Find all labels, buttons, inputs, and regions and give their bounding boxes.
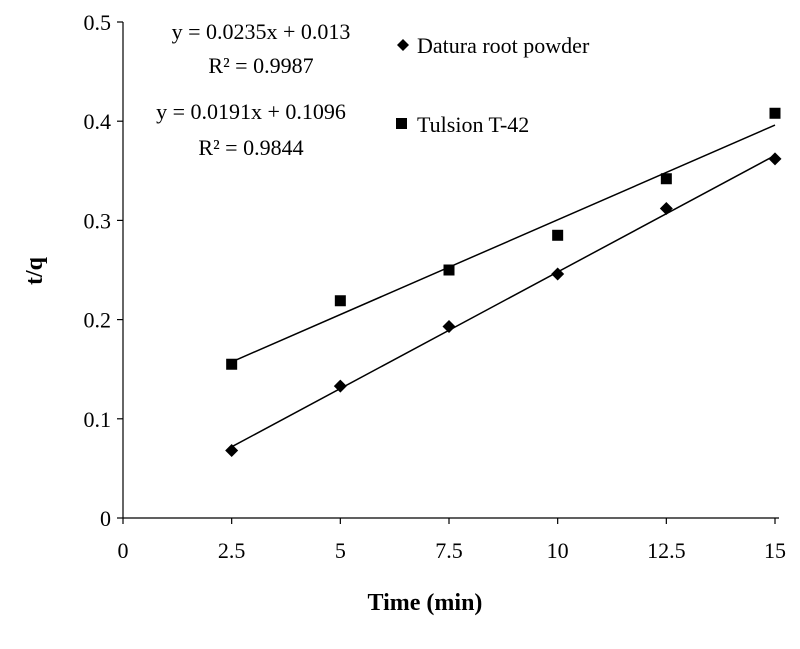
legend-marker-tulsion (396, 118, 407, 129)
x-tick-label: 5 (335, 538, 346, 563)
trendline-tulsion (231, 124, 776, 363)
point-datura (225, 444, 239, 458)
y-tick-label: 0.5 (84, 10, 112, 35)
point-datura (442, 320, 456, 334)
r2-tulsion: R² = 0.9844 (198, 135, 303, 160)
legend-label-tulsion: Tulsion T-42 (417, 112, 529, 137)
legend: Datura root powder Tulsion T-42 (396, 33, 590, 137)
r2-datura: R² = 0.9987 (208, 53, 313, 78)
point-tulsion (226, 358, 238, 370)
equation-tulsion: y = 0.0191x + 0.1096 (156, 99, 346, 124)
y-tick-label: 0 (100, 506, 111, 531)
x-tick-label: 0 (118, 538, 129, 563)
y-tick-label: 0.3 (84, 208, 112, 233)
y-tick-label: 0.1 (84, 407, 112, 432)
y-tick-label: 0.2 (84, 308, 112, 333)
point-datura (659, 201, 673, 215)
x-tick-label: 7.5 (435, 538, 463, 563)
legend-marker-datura (397, 39, 409, 51)
point-datura (333, 379, 347, 393)
equation-datura: y = 0.0235x + 0.013 (172, 19, 351, 44)
point-tulsion (769, 107, 781, 119)
x-axis-title: Time (min) (368, 590, 483, 616)
data-points (225, 107, 782, 458)
point-tulsion (334, 295, 346, 307)
point-datura (551, 267, 565, 281)
x-tick-label: 12.5 (647, 538, 686, 563)
point-tulsion (443, 264, 455, 276)
trendline-datura (231, 154, 776, 448)
point-datura (768, 152, 782, 166)
point-tulsion (552, 229, 564, 241)
x-tick-label: 10 (547, 538, 569, 563)
y-tick-label: 0.4 (84, 109, 112, 134)
legend-label-datura: Datura root powder (417, 33, 590, 58)
ticks: 0 0.1 0.2 0.3 0.4 0.5 0 2.5 5 7.5 10 12.5 15 (84, 10, 787, 563)
x-tick-label: 2.5 (218, 538, 246, 563)
axes (122, 22, 779, 519)
x-tick-label: 15 (764, 538, 786, 563)
y-axis-title: t/q (22, 256, 48, 285)
point-tulsion (660, 173, 672, 185)
trendlines (231, 124, 776, 448)
